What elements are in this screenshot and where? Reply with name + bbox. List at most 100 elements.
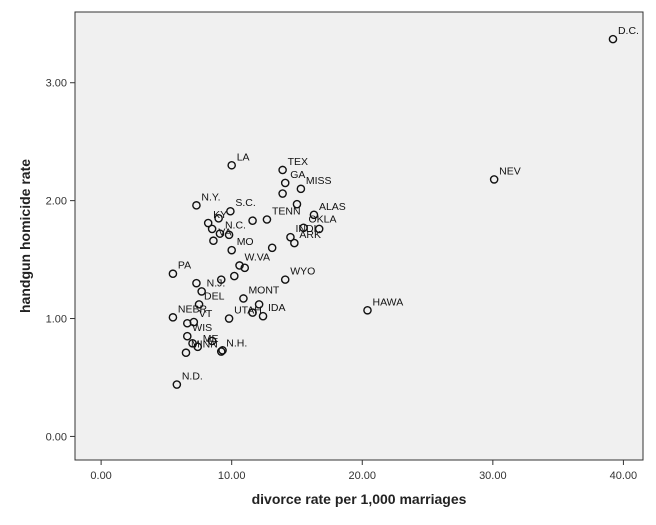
point-label: VA bbox=[218, 227, 231, 239]
data-point bbox=[182, 331, 192, 341]
data-point bbox=[248, 216, 257, 225]
data-points bbox=[168, 34, 618, 389]
point-label: GA bbox=[290, 169, 305, 181]
y-tick-label: 2.00 bbox=[46, 196, 67, 208]
point-label: VT bbox=[199, 308, 213, 320]
point-label: N.C. bbox=[225, 220, 246, 232]
data-point bbox=[168, 313, 178, 322]
data-point bbox=[248, 308, 257, 317]
data-point bbox=[254, 300, 264, 309]
point-label: MONT bbox=[248, 284, 279, 296]
data-point bbox=[280, 275, 290, 284]
data-point bbox=[203, 218, 213, 228]
data-point bbox=[207, 336, 217, 346]
point-label: N.D. bbox=[182, 371, 203, 383]
data-point bbox=[608, 34, 618, 44]
point-label: WYO bbox=[290, 266, 315, 278]
point-label: WIS bbox=[192, 322, 212, 334]
point-label: DEL bbox=[204, 290, 225, 302]
point-label: OKLA bbox=[309, 214, 337, 226]
data-point bbox=[218, 346, 227, 355]
data-point bbox=[207, 224, 217, 234]
point-label: IDA bbox=[268, 302, 286, 314]
point-label: N.Y. bbox=[201, 191, 220, 203]
x-tick-label: 30.00 bbox=[479, 470, 507, 482]
axes bbox=[74, 12, 643, 461]
point-label: ARK bbox=[299, 229, 321, 241]
data-point bbox=[181, 348, 191, 358]
y-axis-title: handgun homicide rate bbox=[17, 159, 33, 313]
data-point bbox=[230, 271, 239, 281]
data-point bbox=[278, 189, 287, 198]
point-label: NEV bbox=[499, 165, 521, 177]
data-point bbox=[224, 314, 234, 323]
point-label: ME bbox=[203, 333, 219, 345]
data-point bbox=[292, 199, 302, 209]
data-point bbox=[267, 243, 277, 253]
data-point bbox=[192, 278, 201, 288]
data-point bbox=[240, 263, 250, 273]
data-point bbox=[216, 275, 226, 284]
data-point bbox=[227, 160, 236, 170]
data-point bbox=[489, 175, 499, 184]
point-label: MISS bbox=[306, 175, 332, 187]
data-point bbox=[168, 269, 178, 279]
point-label: ALAS bbox=[319, 201, 346, 213]
data-point bbox=[309, 210, 319, 220]
y-axis-ticks: 0.00 1.00 2.00 3.00 bbox=[46, 78, 75, 443]
data-point bbox=[172, 380, 182, 389]
y-tick-label: 0.00 bbox=[46, 431, 67, 443]
x-tick-label: 10.00 bbox=[218, 470, 246, 482]
x-tick-label: 40.00 bbox=[610, 470, 638, 482]
data-point bbox=[299, 223, 308, 233]
point-label: TENN bbox=[272, 205, 301, 217]
data-point bbox=[216, 347, 226, 356]
data-point bbox=[224, 230, 234, 240]
point-label: KY bbox=[213, 209, 227, 221]
x-axis-ticks: 0.00 10.00 20.00 30.00 40.00 bbox=[90, 460, 637, 482]
data-point bbox=[280, 178, 290, 188]
data-point bbox=[215, 229, 225, 238]
data-point bbox=[235, 261, 244, 270]
point-label: PA bbox=[178, 260, 191, 272]
data-point bbox=[239, 294, 248, 303]
point-label: TEX bbox=[288, 156, 308, 168]
y-tick-label: 3.00 bbox=[46, 78, 67, 90]
point-label: HAWA bbox=[372, 296, 403, 308]
point-label: MO bbox=[237, 236, 254, 248]
y-tick-label: 1.00 bbox=[46, 314, 67, 326]
data-point bbox=[197, 287, 206, 296]
data-point bbox=[188, 338, 197, 348]
point-label: MINN bbox=[191, 339, 218, 351]
point-label: D.C. bbox=[618, 25, 639, 37]
data-point bbox=[192, 201, 201, 210]
point-label: S.C. bbox=[235, 197, 255, 209]
data-point bbox=[290, 238, 299, 248]
data-point bbox=[182, 318, 192, 328]
x-tick-label: 20.00 bbox=[348, 470, 376, 482]
data-point bbox=[363, 305, 372, 315]
point-label: UTAH bbox=[234, 305, 262, 317]
point-label: N.J. bbox=[207, 277, 226, 289]
x-axis-title: divorce rate per 1,000 marriages bbox=[252, 491, 467, 507]
data-point bbox=[226, 206, 235, 216]
point-label: N.H. bbox=[226, 338, 247, 350]
data-point bbox=[314, 224, 324, 234]
data-point bbox=[194, 300, 204, 309]
data-point bbox=[258, 311, 268, 321]
plot-area bbox=[74, 11, 644, 461]
point-label: NEBR bbox=[178, 303, 208, 315]
point-label: INDI bbox=[295, 223, 316, 235]
data-point bbox=[214, 214, 223, 223]
point-label: W.VA bbox=[245, 251, 270, 263]
data-point bbox=[278, 165, 287, 175]
data-point bbox=[262, 215, 272, 224]
data-point bbox=[286, 232, 295, 242]
data-point bbox=[209, 236, 218, 246]
data-point bbox=[296, 184, 306, 194]
data-point bbox=[227, 245, 236, 255]
x-tick-label: 0.00 bbox=[90, 470, 111, 482]
point-label: LA bbox=[237, 151, 250, 163]
